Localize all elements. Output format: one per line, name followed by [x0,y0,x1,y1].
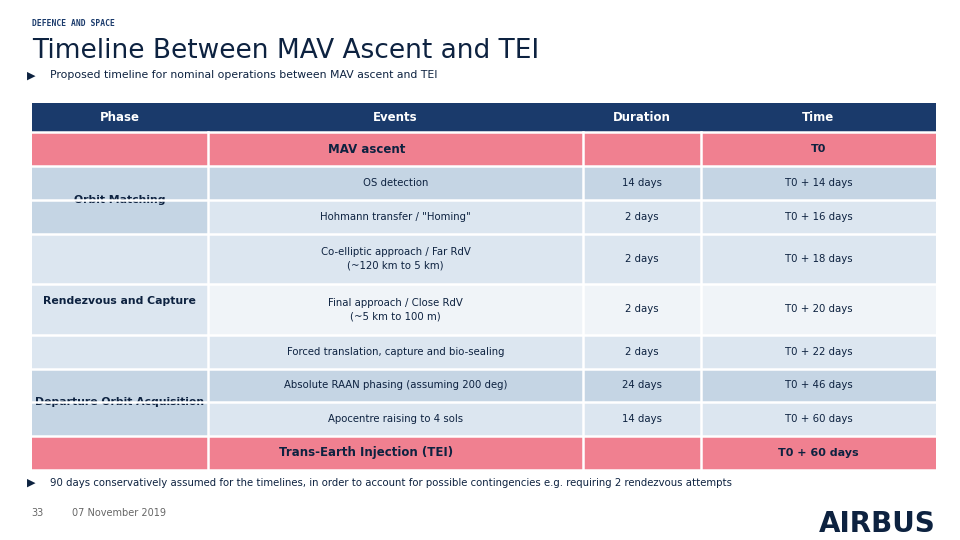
Text: 2 days: 2 days [625,212,659,222]
Text: Proposed timeline for nominal operations between MAV ascent and TEI: Proposed timeline for nominal operations… [50,70,438,80]
Text: 33: 33 [32,508,44,518]
Text: T0 + 60 days: T0 + 60 days [779,448,859,458]
Text: ▶: ▶ [27,478,36,488]
Bar [701,402,936,436]
Text: 90 days conservatively assumed for the timelines, in order to account for possib: 90 days conservatively assumed for the t… [50,478,732,488]
Bar [208,103,584,132]
Text: 14 days: 14 days [622,178,662,188]
Text: T0 + 46 days: T0 + 46 days [784,380,852,390]
Text: Apocentre raising to 4 sols: Apocentre raising to 4 sols [328,414,464,424]
Bar [32,132,701,166]
Text: Absolute RAAN phasing (assuming 200 deg): Absolute RAAN phasing (assuming 200 deg) [284,380,508,390]
Text: T0 + 14 days: T0 + 14 days [784,178,852,188]
Text: DEFENCE AND SPACE: DEFENCE AND SPACE [32,19,114,28]
Text: T0 + 16 days: T0 + 16 days [784,212,852,222]
Text: 2 days: 2 days [625,305,659,314]
Bar [32,166,208,233]
Text: Hohmann transfer / "Homing": Hohmann transfer / "Homing" [321,212,471,222]
Bar [584,402,701,436]
Text: Trans-Earth Injection (TEI): Trans-Earth Injection (TEI) [279,447,453,460]
Text: Events: Events [373,111,418,124]
Bar [208,335,584,368]
Text: ▶: ▶ [27,70,36,80]
Bar [584,200,701,233]
Bar [701,200,936,233]
Text: Co-elliptic approach / Far RdV
(~120 km to 5 km): Co-elliptic approach / Far RdV (~120 km … [321,247,470,271]
Text: Departure Orbit Acquisition: Departure Orbit Acquisition [36,397,204,407]
Bar [584,166,701,200]
Bar [32,233,208,368]
Bar [208,166,584,200]
Bar [208,284,584,335]
Text: Timeline Between MAV Ascent and TEI: Timeline Between MAV Ascent and TEI [32,38,539,64]
Bar [584,335,701,368]
Text: T0 + 22 days: T0 + 22 days [784,347,852,357]
Text: 2 days: 2 days [625,347,659,357]
Text: 24 days: 24 days [622,380,662,390]
Bar [208,368,584,402]
Bar [701,166,936,200]
Bar [584,233,701,284]
Bar [584,103,701,132]
Bar [584,368,701,402]
Text: Time: Time [803,111,834,124]
Text: 14 days: 14 days [622,414,662,424]
Text: MAV ascent: MAV ascent [327,143,405,156]
Bar [701,368,936,402]
Text: Rendezvous and Capture: Rendezvous and Capture [43,296,196,306]
Bar [32,103,208,132]
Text: Orbit Matching: Orbit Matching [74,195,166,205]
Bar [701,284,936,335]
Bar [701,335,936,368]
Text: OS detection: OS detection [363,178,428,188]
Text: T0 + 20 days: T0 + 20 days [784,305,852,314]
Text: T0: T0 [811,144,827,154]
Bar [701,132,936,166]
Text: Phase: Phase [100,111,140,124]
Bar [32,368,208,436]
Text: Duration: Duration [613,111,671,124]
Text: 2 days: 2 days [625,254,659,264]
Bar [208,200,584,233]
Bar [584,284,701,335]
Bar [701,103,936,132]
Bar [701,233,936,284]
Text: Forced translation, capture and bio-sealing: Forced translation, capture and bio-seal… [287,347,504,357]
Text: T0 + 60 days: T0 + 60 days [784,414,852,424]
Text: T0 + 18 days: T0 + 18 days [784,254,852,264]
Bar [701,436,936,470]
Bar [208,233,584,284]
Text: 07 November 2019: 07 November 2019 [72,508,166,518]
Bar [32,436,701,470]
Text: AIRBUS: AIRBUS [819,510,936,538]
Text: Final approach / Close RdV
(~5 km to 100 m): Final approach / Close RdV (~5 km to 100… [328,298,463,321]
Bar [208,402,584,436]
